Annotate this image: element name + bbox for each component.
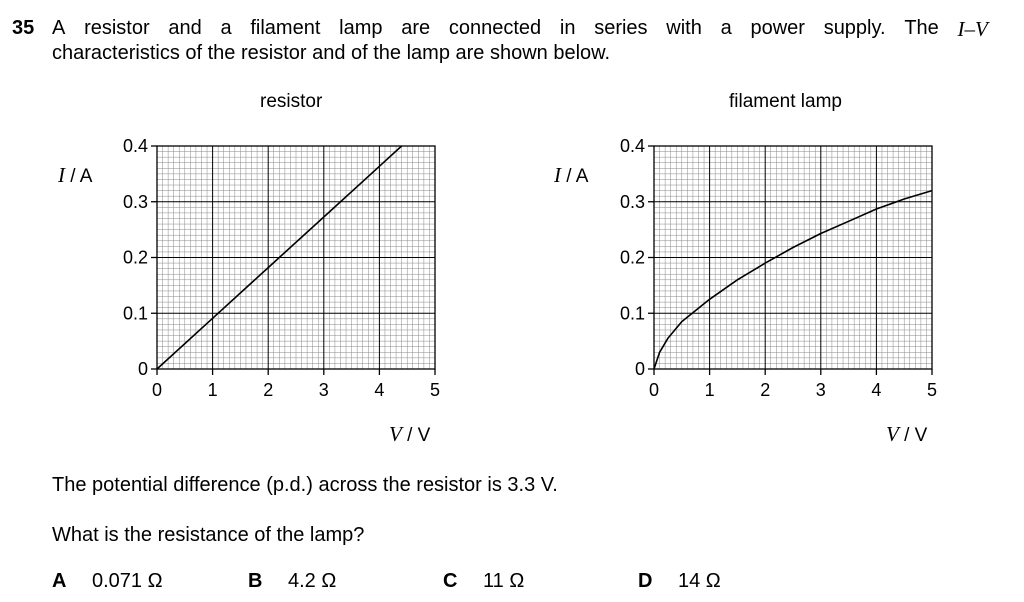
x-tick-label: 4 bbox=[374, 380, 384, 400]
x-tick-label: 3 bbox=[319, 380, 329, 400]
statement-text: The potential difference (p.d.) across t… bbox=[52, 474, 558, 496]
question-word: power bbox=[750, 17, 805, 39]
y-tick-label: 0.4 bbox=[620, 136, 645, 156]
question-word: a bbox=[720, 17, 732, 39]
x-tick-label: 2 bbox=[760, 380, 770, 400]
question-word: resistor bbox=[84, 17, 150, 39]
question-word: filament bbox=[250, 17, 321, 39]
option-c[interactable]: C 11 Ω bbox=[443, 570, 525, 592]
x-tick-label: 5 bbox=[927, 380, 937, 400]
x-axis-label-lamp: V / V bbox=[886, 422, 928, 446]
question-word: and bbox=[168, 17, 202, 39]
question-word: are bbox=[401, 17, 431, 39]
iv-curve-resistor bbox=[156, 145, 403, 370]
x-tick-label: 0 bbox=[649, 380, 659, 400]
y-tick-label: 0 bbox=[635, 359, 645, 379]
y-tick-label: 0.3 bbox=[123, 192, 148, 212]
question-number: 35 bbox=[12, 17, 35, 39]
x-tick-label: 1 bbox=[705, 380, 715, 400]
option-d[interactable]: D 14 Ω bbox=[638, 570, 721, 592]
question-word: series bbox=[594, 17, 648, 39]
y-tick-label: 0.2 bbox=[123, 248, 148, 268]
y-axis-label-resistor: I / A bbox=[58, 163, 93, 187]
x-tick-label: 2 bbox=[263, 380, 273, 400]
y-axis-label-lamp: I / A bbox=[554, 163, 589, 187]
question-word: A bbox=[52, 17, 66, 39]
y-tick-label: 0.3 bbox=[620, 192, 645, 212]
y-tick-label: 0.4 bbox=[123, 136, 148, 156]
x-axis-label-resistor: V / V bbox=[389, 422, 431, 446]
question-word: in bbox=[559, 17, 576, 39]
y-tick-label: 0.1 bbox=[620, 303, 645, 323]
prompt-text: What is the resistance of the lamp? bbox=[52, 524, 365, 546]
x-tick-label: 0 bbox=[152, 380, 162, 400]
option-a[interactable]: A 0.071 Ω bbox=[52, 570, 163, 592]
chart-title-lamp: filament lamp bbox=[729, 91, 842, 112]
question-word: lamp bbox=[339, 17, 383, 39]
question-word: connected bbox=[448, 17, 542, 39]
y-tick-label: 0.2 bbox=[620, 248, 645, 268]
x-tick-label: 4 bbox=[871, 380, 881, 400]
question-word: The bbox=[904, 17, 939, 39]
question-word: supply. bbox=[823, 17, 886, 39]
question-word: with bbox=[666, 17, 702, 39]
iv-curve-lamp bbox=[653, 189, 933, 370]
chart-title-resistor: resistor bbox=[260, 91, 323, 112]
option-b[interactable]: B 4.2 Ω bbox=[248, 570, 337, 592]
question-line-2: characteristics of the resistor and of t… bbox=[52, 42, 611, 64]
x-tick-label: 5 bbox=[430, 380, 440, 400]
y-tick-label: 0 bbox=[138, 359, 148, 379]
question-word: a bbox=[220, 17, 232, 39]
iv-label: I–V bbox=[957, 17, 988, 41]
x-tick-label: 1 bbox=[208, 380, 218, 400]
y-tick-label: 0.1 bbox=[123, 303, 148, 323]
x-tick-label: 3 bbox=[816, 380, 826, 400]
